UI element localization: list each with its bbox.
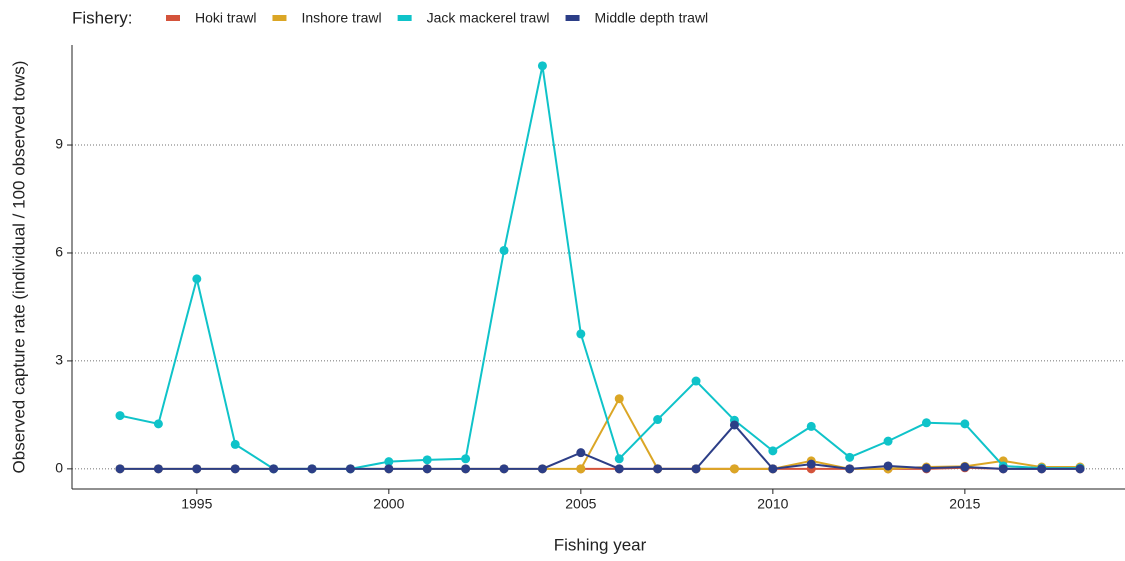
point: [883, 461, 893, 471]
point: [614, 394, 624, 404]
x-tick-label: 2010: [757, 496, 788, 512]
point: [192, 464, 202, 474]
point: [307, 464, 317, 474]
x-axis-title: Fishing year: [554, 535, 647, 554]
point: [691, 376, 701, 386]
point: [883, 436, 893, 446]
point: [614, 464, 624, 474]
point: [499, 464, 509, 474]
point: [384, 457, 394, 467]
y-axis-title: Observed capture rate (individual / 100 …: [9, 61, 28, 474]
point: [998, 464, 1008, 474]
y-tick-label: 3: [55, 352, 63, 368]
point: [921, 463, 931, 473]
x-tick-label: 2000: [373, 496, 404, 512]
point: [230, 464, 240, 474]
point: [576, 329, 586, 339]
y-tick-label: 9: [55, 136, 63, 152]
point: [768, 446, 778, 456]
legend-label: Middle depth trawl: [595, 10, 709, 26]
legend-label: Hoki trawl: [195, 10, 256, 26]
point: [653, 464, 663, 474]
point: [845, 464, 855, 474]
legend-label: Jack mackerel trawl: [427, 10, 550, 26]
legend-key: [272, 15, 287, 21]
point: [422, 455, 432, 465]
legend-title: Fishery:: [72, 8, 132, 27]
series-line: [120, 423, 1081, 470]
point: [230, 439, 240, 449]
point: [1075, 464, 1085, 474]
point: [384, 464, 394, 474]
point: [422, 464, 432, 474]
point: [921, 418, 931, 428]
point: [537, 464, 547, 474]
point: [345, 464, 355, 474]
legend-key: [397, 15, 412, 21]
legend-key: [565, 15, 580, 21]
point: [653, 415, 663, 425]
point: [960, 419, 970, 429]
point: [153, 419, 163, 429]
series-line: [119, 65, 1081, 470]
point: [537, 61, 547, 71]
series-line: [120, 396, 1081, 470]
legend-key: [166, 15, 180, 21]
point: [461, 464, 471, 474]
point: [691, 464, 701, 474]
x-tick-label: 1995: [181, 496, 212, 512]
point: [499, 245, 509, 255]
point: [729, 464, 739, 474]
point: [806, 459, 816, 469]
point: [576, 448, 586, 458]
y-tick-label: 0: [55, 460, 63, 476]
point: [960, 462, 970, 472]
point: [269, 464, 279, 474]
point: [115, 411, 125, 421]
point: [729, 420, 739, 430]
point: [806, 421, 816, 431]
point: [1037, 464, 1047, 474]
point: [768, 464, 778, 474]
x-tick-label: 2015: [949, 496, 980, 512]
point: [845, 452, 855, 462]
point: [614, 454, 624, 464]
legend-label: Inshore trawl: [301, 10, 381, 26]
y-tick-label: 6: [55, 244, 63, 260]
point: [115, 464, 125, 474]
point: [461, 454, 471, 464]
point: [576, 464, 586, 474]
point: [153, 464, 163, 474]
point: [192, 274, 202, 284]
x-tick-label: 2005: [565, 496, 596, 512]
